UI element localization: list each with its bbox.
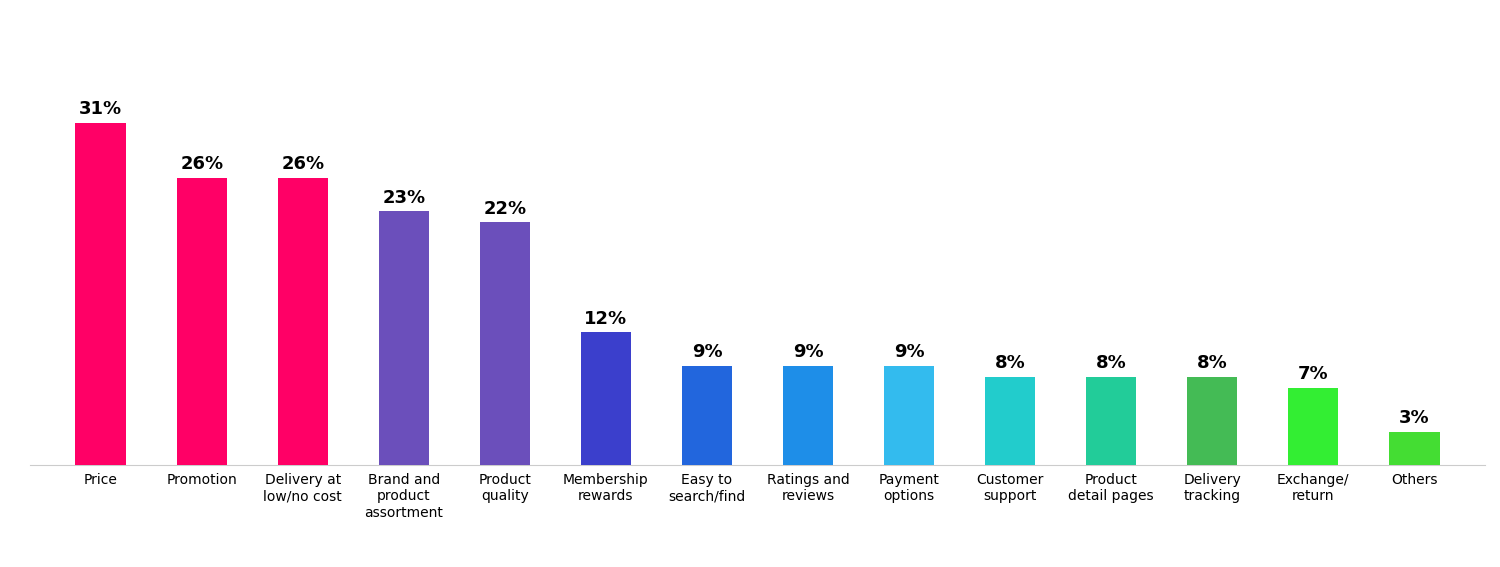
Bar [1086, 376, 1137, 465]
Bar [1186, 376, 1237, 465]
Bar [378, 211, 429, 465]
Bar [986, 376, 1035, 465]
Text: 23%: 23% [382, 189, 426, 206]
Bar [278, 178, 328, 465]
Bar [177, 178, 226, 465]
Text: 9%: 9% [894, 343, 924, 361]
Bar [884, 366, 934, 465]
Text: 26%: 26% [282, 155, 324, 174]
Bar [1389, 432, 1440, 465]
Text: 12%: 12% [585, 310, 627, 328]
Text: 31%: 31% [80, 100, 123, 119]
Bar [783, 366, 834, 465]
Text: 8%: 8% [994, 354, 1026, 372]
Text: 26%: 26% [180, 155, 224, 174]
Text: 9%: 9% [692, 343, 723, 361]
Text: 3%: 3% [1400, 409, 1429, 428]
Text: 7%: 7% [1298, 365, 1329, 383]
Text: 22%: 22% [483, 200, 526, 218]
Bar [480, 222, 530, 465]
Text: 8%: 8% [1096, 354, 1126, 372]
Bar [75, 122, 126, 465]
Bar [681, 366, 732, 465]
Text: 8%: 8% [1197, 354, 1227, 372]
Bar [1288, 388, 1338, 465]
Text: 9%: 9% [792, 343, 824, 361]
Bar [580, 332, 632, 465]
